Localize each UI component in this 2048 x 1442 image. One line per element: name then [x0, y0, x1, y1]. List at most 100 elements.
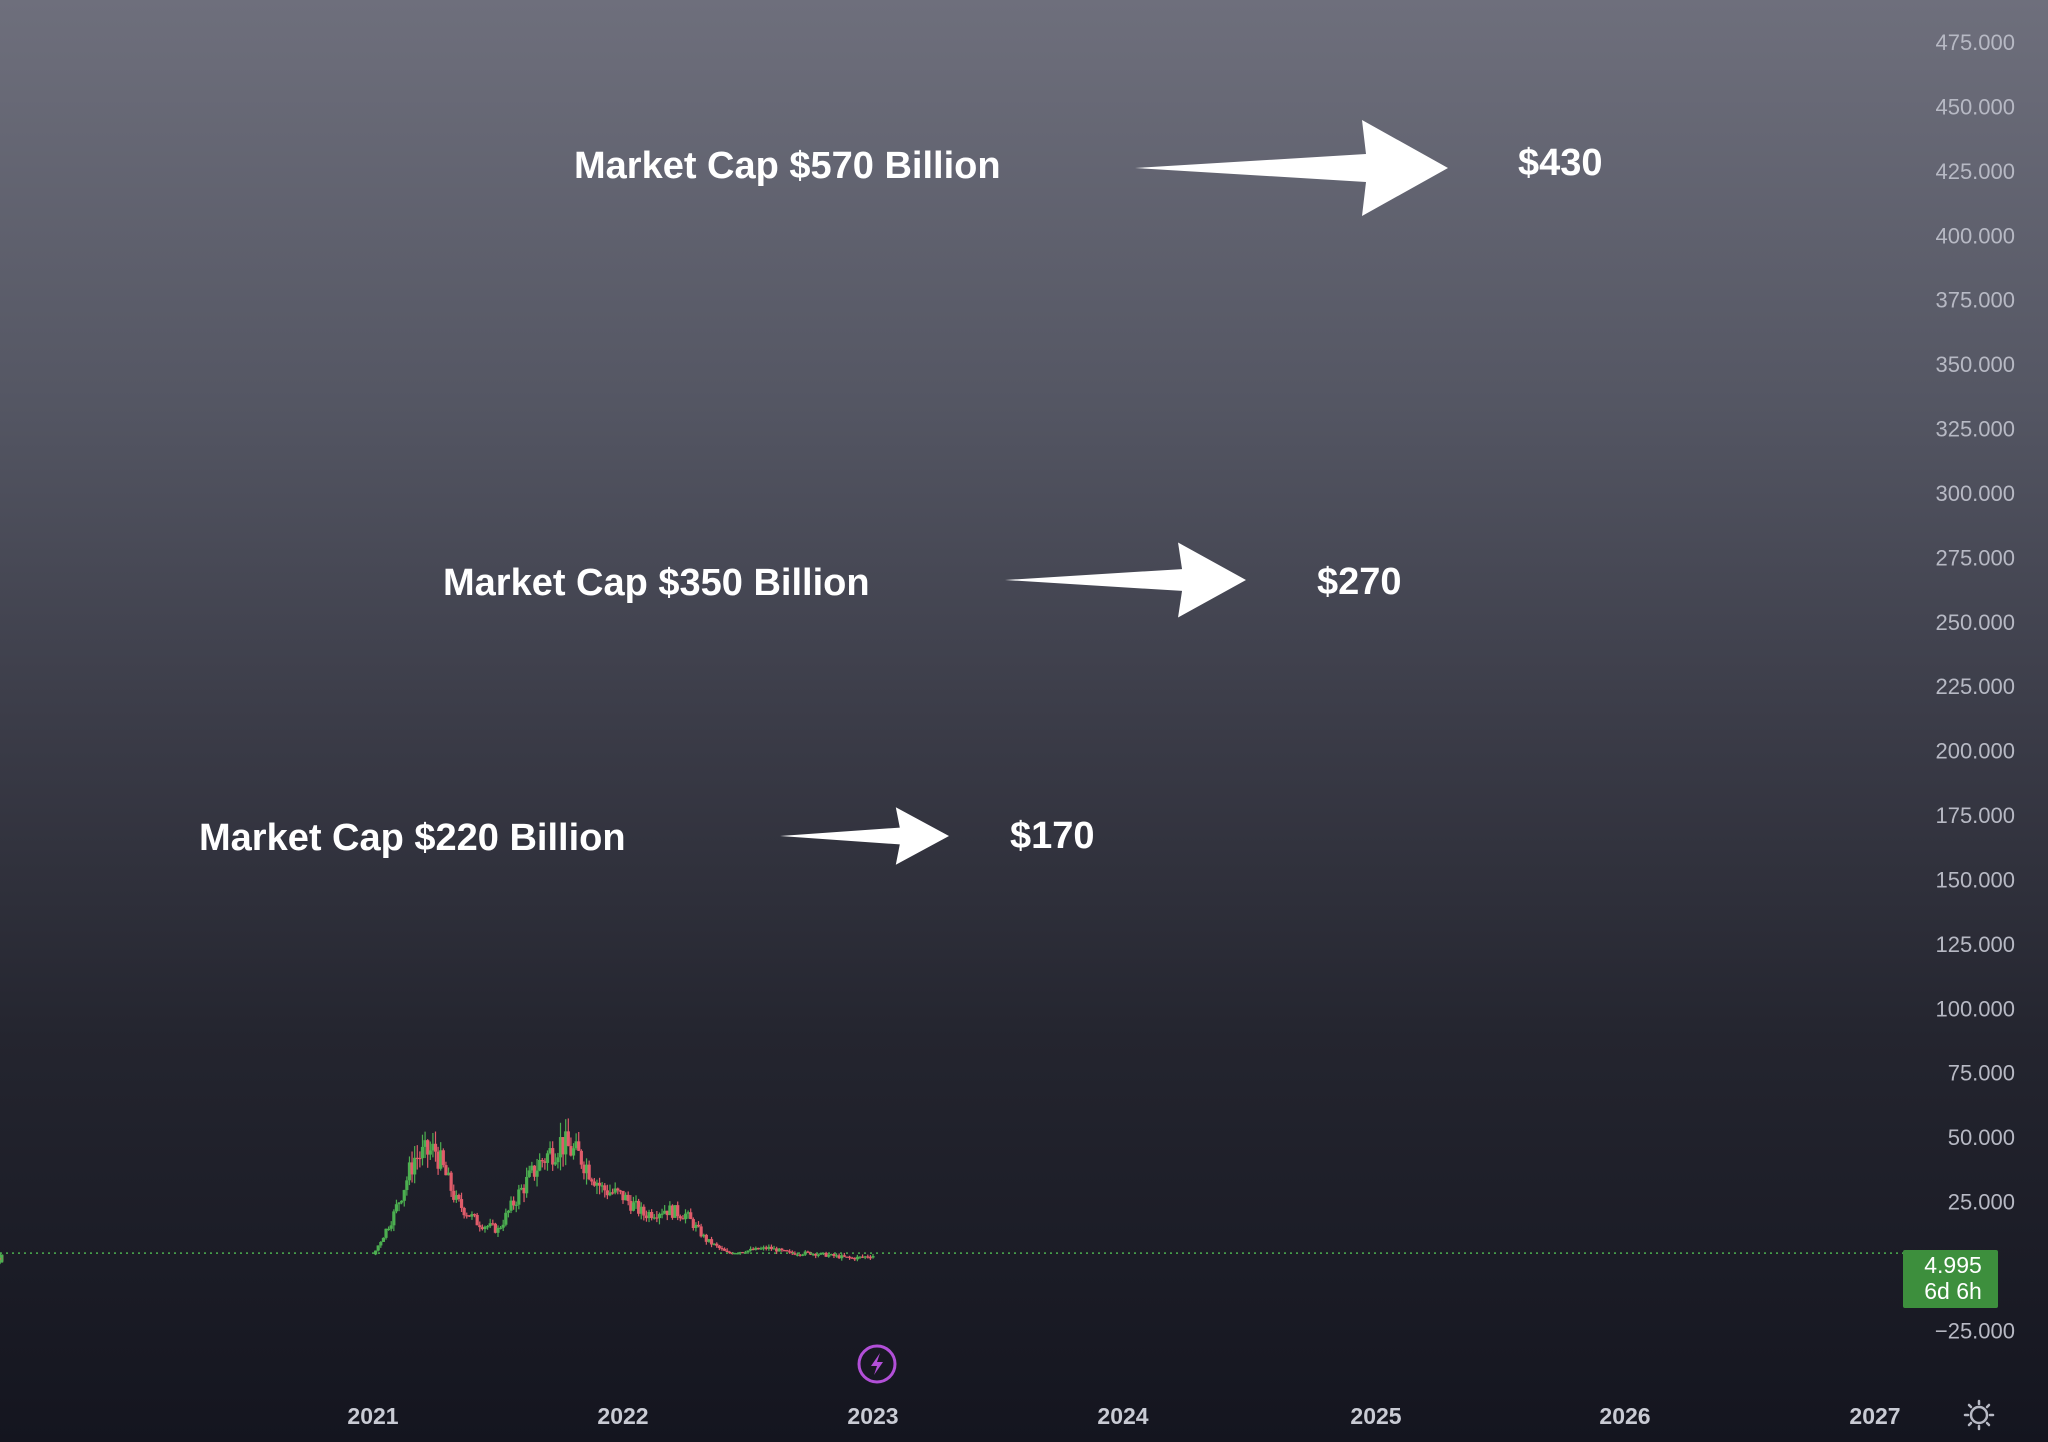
y-tick-label: 150.000	[1935, 867, 2015, 892]
x-tick-label: 2024	[1097, 1403, 1148, 1429]
candle-body	[866, 1256, 870, 1258]
y-tick-label: 175.000	[1935, 803, 2015, 828]
candle-body	[0, 1257, 4, 1259]
arrow-right-icon	[1005, 542, 1246, 618]
candle-body	[863, 1256, 867, 1258]
candle-body	[608, 1192, 612, 1196]
candle-body	[532, 1165, 537, 1177]
y-tick-label: 25.000	[1948, 1190, 2015, 1215]
candle-body	[759, 1248, 763, 1250]
candle-body	[746, 1250, 750, 1253]
candle-body	[660, 1213, 664, 1215]
candle-body	[410, 1162, 414, 1175]
candle-body	[832, 1254, 836, 1256]
candle-body	[798, 1254, 802, 1256]
candle-body	[379, 1241, 383, 1246]
candle-body	[855, 1256, 859, 1260]
y-tick-label: 375.000	[1935, 288, 2015, 313]
candle-body	[806, 1251, 810, 1253]
candle-body	[582, 1164, 586, 1174]
candle-body	[553, 1162, 557, 1165]
candle-body	[811, 1253, 815, 1256]
candle-body	[376, 1245, 380, 1251]
candle-body	[764, 1247, 768, 1249]
candle-body	[428, 1150, 432, 1155]
y-tick-label: 300.000	[1935, 481, 2015, 506]
candle-body	[639, 1206, 643, 1214]
candle-body	[814, 1253, 818, 1256]
candle-body	[441, 1150, 445, 1166]
candle-body	[558, 1137, 563, 1158]
x-tick-label: 2027	[1849, 1403, 1900, 1429]
candle-body	[644, 1215, 649, 1219]
candlestick-series	[0, 1118, 875, 1265]
y-tick-label: 450.000	[1935, 94, 2015, 119]
candle-body	[556, 1157, 560, 1163]
candle-body	[420, 1146, 425, 1159]
candle-body	[538, 1159, 542, 1171]
candle-body	[728, 1252, 732, 1254]
candle-body	[499, 1227, 503, 1229]
candle-body	[587, 1164, 591, 1180]
candle-body	[699, 1226, 703, 1237]
annotation: Market Cap $570 Billion $430	[574, 120, 1603, 216]
x-tick-label: 2022	[597, 1403, 648, 1429]
candle-body	[0, 1254, 4, 1258]
candle-body	[470, 1214, 474, 1217]
candle-body	[610, 1192, 615, 1194]
candle-body	[514, 1204, 518, 1206]
candle-body	[840, 1255, 844, 1259]
candle-body	[527, 1170, 531, 1177]
lightning-bolt-icon[interactable]	[857, 1344, 897, 1384]
candle-body	[782, 1250, 787, 1252]
candle-body	[637, 1200, 641, 1214]
candle-body	[777, 1248, 781, 1252]
candle-body	[858, 1256, 862, 1258]
candle-body	[564, 1131, 568, 1155]
gear-icon[interactable]	[1963, 1399, 1995, 1431]
candle-body	[754, 1247, 758, 1250]
candle-body	[751, 1248, 755, 1251]
candle-body	[657, 1214, 662, 1219]
candle-body	[694, 1224, 698, 1228]
candle-body	[444, 1165, 448, 1176]
y-tick-label: 200.000	[1935, 739, 2015, 764]
candle-body	[397, 1202, 401, 1205]
x-tick-label: 2025	[1350, 1403, 1401, 1429]
candle-body	[577, 1141, 581, 1151]
candle-body	[793, 1253, 797, 1255]
candle-body	[491, 1223, 495, 1225]
candle-body	[597, 1182, 602, 1186]
candle-body	[735, 1253, 740, 1255]
candle-body	[837, 1255, 841, 1259]
candle-body	[689, 1212, 693, 1220]
candle-body	[387, 1228, 391, 1231]
candle-body	[871, 1256, 875, 1258]
candle-body	[478, 1225, 482, 1228]
candle-body	[519, 1187, 524, 1190]
candle-body	[426, 1140, 430, 1155]
x-tick-label: 2026	[1599, 1403, 1650, 1429]
candle-body	[642, 1206, 646, 1216]
candle-body	[722, 1248, 727, 1251]
current-price-countdown: 6d 6h	[1924, 1278, 1982, 1304]
candle-body	[407, 1162, 412, 1181]
candle-body	[647, 1211, 651, 1219]
candle-body	[712, 1243, 716, 1245]
candle-body	[691, 1219, 695, 1228]
candle-body	[850, 1257, 854, 1259]
candle-body	[540, 1159, 544, 1162]
candle-body	[488, 1223, 492, 1227]
candle-body	[762, 1247, 766, 1249]
candle-body	[584, 1164, 589, 1174]
candle-body	[626, 1194, 630, 1201]
candle-body	[454, 1195, 458, 1200]
y-tick-label: 350.000	[1935, 352, 2015, 377]
candle-body	[522, 1187, 526, 1194]
candle-body	[569, 1146, 573, 1156]
annotation-target: $170	[1010, 815, 1095, 857]
candle-body	[686, 1212, 690, 1214]
candle-body	[769, 1246, 774, 1250]
candle-body	[545, 1153, 550, 1163]
candle-body	[0, 1258, 4, 1261]
